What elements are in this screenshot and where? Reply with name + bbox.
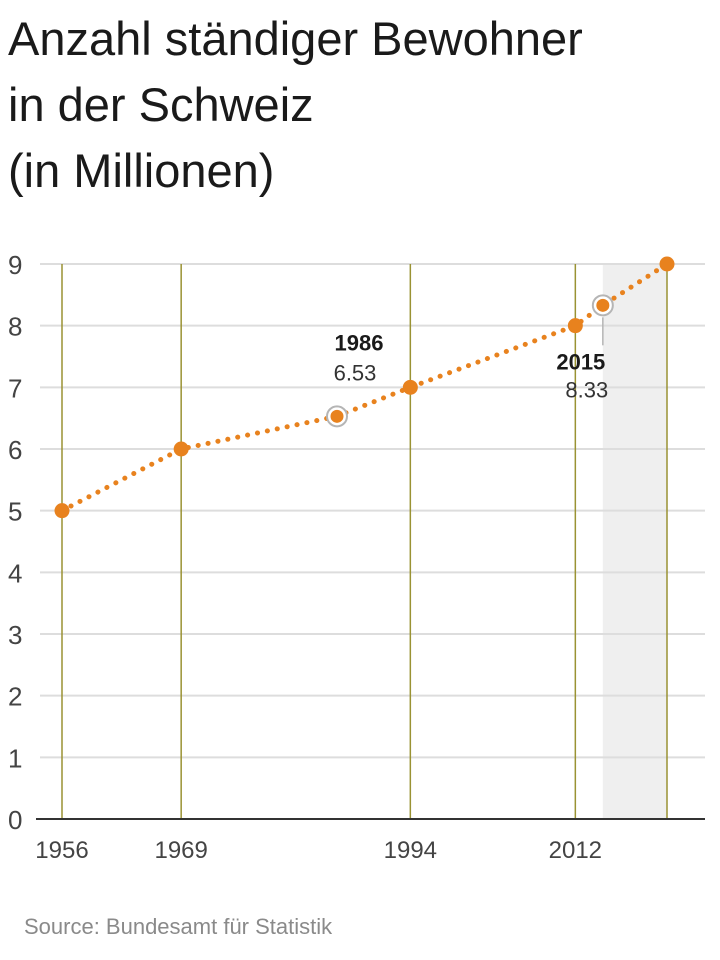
annotation-year: 2015 (556, 349, 605, 374)
data-point (330, 409, 344, 423)
population-line-chart: 0 1 2 3 4 5 6 7 8 9 1956 1969 1994 2012 1986 6.53 2015 8.… (8, 250, 705, 864)
y-tick-label: 8 (8, 312, 22, 342)
title-line-2: in der Schweiz (8, 78, 314, 131)
x-tick-label: 1969 (154, 837, 207, 864)
y-tick-label: 7 (8, 373, 22, 403)
y-tick-label: 0 (8, 805, 22, 835)
data-point (173, 441, 189, 457)
x-tick-label: 2012 (549, 837, 602, 864)
title-line-3: (in Millionen) (8, 144, 275, 197)
source-note: Source: Bundesamt für Statistik (24, 914, 333, 939)
annotation-value: 6.53 (334, 360, 377, 385)
y-tick-label: 4 (8, 558, 22, 588)
data-point (659, 256, 675, 272)
y-tick-label: 3 (8, 620, 22, 650)
y-tick-label: 2 (8, 682, 22, 712)
y-tick-label: 5 (8, 497, 22, 527)
title-line-1: Anzahl ständiger Bewohner (8, 12, 583, 65)
data-point (567, 318, 583, 334)
x-tick-label: 1994 (384, 837, 437, 864)
y-tick-label: 9 (8, 250, 22, 280)
y-tick-label: 1 (8, 743, 22, 773)
data-point (596, 298, 610, 312)
annotation-year: 1986 (335, 330, 384, 355)
x-tick-label: 1956 (35, 837, 88, 864)
annotation-value: 8.33 (565, 377, 608, 402)
data-point (402, 379, 418, 395)
shaded-projection-band (602, 264, 667, 819)
y-tick-label: 6 (8, 435, 22, 465)
data-point (54, 503, 70, 519)
chart-title: Anzahl ständiger Bewohner in der Schweiz… (8, 6, 714, 204)
